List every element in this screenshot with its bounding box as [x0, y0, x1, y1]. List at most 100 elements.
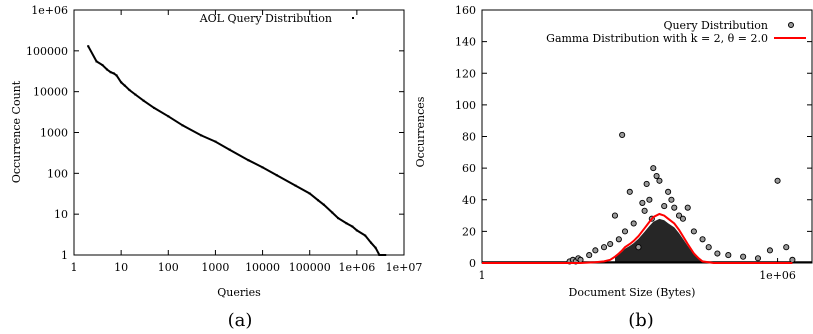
panel-b-data-point: [671, 204, 678, 211]
panel-b-data-point: [577, 256, 584, 263]
panel-a-data-point: [228, 148, 231, 151]
panel-a-y-axis-label: Occurrence Count: [10, 80, 23, 183]
panel-a-chart: 1 10 100 1000 10000 100000 1e+06 1e+07 1 10 100 100…: [10, 4, 422, 331]
panel-b-data-point: [635, 244, 642, 251]
panel-a-series-trace: [87, 45, 386, 256]
panel-a-data-point: [101, 63, 104, 66]
panel-b-data-point: [643, 180, 650, 187]
panel-a-x-tick-label: 100000: [289, 261, 331, 274]
panel-b-data-point: [754, 255, 762, 262]
panel-a-y-tick-label: 1000: [40, 127, 68, 140]
panel-a-data-point: [317, 199, 320, 202]
panel-a-y-tick-label: 100000: [26, 45, 68, 58]
panel-b-data-point: [789, 256, 796, 263]
panel-a-data-point: [123, 84, 126, 87]
panel-a-data-point: [337, 217, 340, 220]
panel-b-data-point: [705, 244, 712, 251]
panel-a-data-point: [275, 174, 278, 177]
panel-b-data-point: [740, 253, 747, 260]
panel-a-plot-frame: [73, 9, 405, 256]
panel-a-data-point: [351, 225, 354, 228]
panel-a-data-point: [153, 106, 156, 109]
panel-a-data-point: [261, 166, 264, 169]
panel-a-x-tick-label: 1e+06: [338, 261, 375, 274]
panel-a-x-tick-label: 1e+07: [386, 261, 423, 274]
panel-b-data-point: [611, 212, 619, 219]
panel-a-data-point: [345, 222, 348, 225]
panel-b-data-point: [774, 177, 781, 184]
panel-b-x-axis-label: Document Size (Bytes): [569, 286, 696, 299]
panel-a-x-tick-label: 10000: [245, 261, 280, 274]
panel-b-data-point: [607, 240, 614, 248]
panel-b-data-point: [668, 196, 675, 203]
panel-a-data-point: [331, 211, 334, 214]
panel-b-point-cluster: [615, 218, 703, 263]
panel-a-x-tick-label: 10: [114, 261, 128, 274]
panel-b-data-point: [725, 252, 732, 259]
panel-a-legend-label: AOL Query Distribution: [199, 12, 332, 25]
panel-b-data-point: [684, 204, 691, 211]
panel-a-y-tick-label: 100: [47, 167, 68, 180]
panel-a-data-point: [370, 241, 373, 244]
panel-a-data-point: [384, 254, 387, 256]
panel-b-y-tick-label: 160: [455, 4, 476, 17]
panel-a-data-point: [378, 254, 381, 256]
panel-b-y-axis-label: Occurrences: [414, 96, 427, 167]
panel-b-y-tick-label: 0: [469, 257, 476, 270]
panel-b-y-tick-label: 120: [455, 67, 476, 80]
panel-b-data-point: [675, 212, 683, 219]
panel-b-legend-label-gamma: Gamma Distribution with k = 2, θ = 2.0: [546, 32, 768, 45]
panel-b-data-point: [656, 177, 663, 184]
panel-b-x-tick-label: 1: [479, 269, 486, 282]
panel-b-data-point: [766, 247, 773, 254]
panel-a-data-point: [112, 72, 115, 75]
panel-a-data-point: [214, 140, 217, 143]
panel-b-legend-label-points: Query Distribution: [663, 19, 768, 32]
panel-a-data-point: [95, 60, 98, 63]
panel-b-data-point: [621, 228, 629, 235]
panel-a-data-point: [134, 93, 137, 96]
panel-a-x-tick-label: 1: [71, 261, 78, 274]
panel-a-x-tick-label: 1000: [201, 261, 229, 274]
panel-a-data-point: [167, 115, 170, 118]
panel-a-data-point: [355, 229, 358, 232]
panel-b-y-tick-label: 140: [455, 36, 476, 49]
panel-b-data-point: [699, 236, 706, 243]
panel-b-data-point: [641, 207, 648, 214]
panel-b-y-tick-label: 80: [462, 131, 476, 144]
panel-b-gamma-curve: [482, 212, 793, 264]
panel-b-y-tick-label: 100: [455, 99, 476, 112]
panel-b-data-point: [783, 244, 790, 251]
panel-a-legend-marker: [352, 17, 354, 19]
panel-a-x-tick-label: 100: [158, 261, 179, 274]
panel-a-data-point: [308, 192, 311, 195]
panel-a-y-tick-label: 1e+06: [31, 4, 68, 17]
panel-b-data-point: [615, 236, 622, 243]
panel-b-data-point: [619, 131, 626, 138]
panel-b-caption: (b): [628, 310, 654, 331]
panel-b-legend-marker-points: [788, 22, 794, 28]
panel-b-data-point: [661, 203, 668, 210]
panel-b-data-point: [646, 196, 653, 203]
panel-b-data-point: [714, 250, 721, 257]
panel-b-data-point: [653, 172, 660, 180]
panel-b-data-point: [626, 188, 633, 195]
panel-a-x-axis-label: Queries: [217, 286, 261, 299]
panel-a-data-point: [128, 88, 131, 91]
panel-a-y-tick-label: 10: [54, 208, 68, 221]
panel-b-x-tick-label: 1e+06: [759, 269, 796, 282]
panel-a-data-point: [322, 203, 325, 206]
panel-a-data-point: [142, 99, 145, 102]
panel-b-y-tick-label: 60: [462, 162, 476, 175]
panel-b-data-point: [690, 228, 697, 235]
panel-a-data-point: [115, 74, 118, 77]
panel-a-data-point: [374, 246, 377, 249]
panel-b-data-point: [600, 244, 608, 251]
panel-b-y-tick-label: 20: [462, 225, 476, 238]
panel-a-caption: (a): [228, 310, 253, 331]
panel-b-data-point: [592, 247, 599, 254]
panel-a-data-point: [200, 134, 203, 137]
panel-a-data-point: [87, 45, 90, 48]
panel-b-data-point: [679, 215, 686, 222]
